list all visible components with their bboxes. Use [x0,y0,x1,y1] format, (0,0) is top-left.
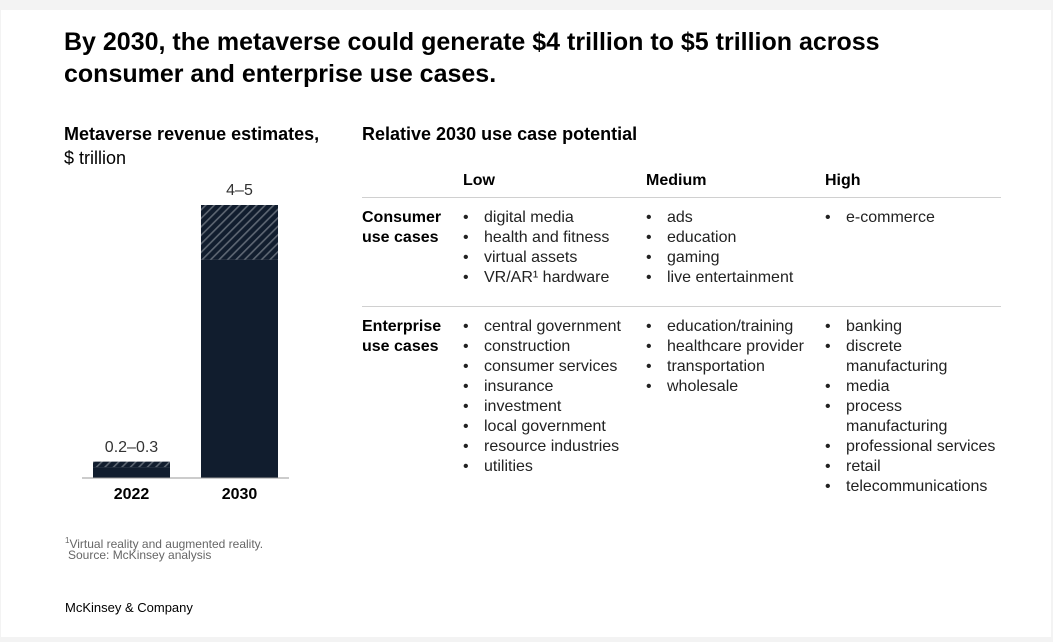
list-item: health and fitness [463,228,645,248]
value-label: 0.2–0.3 [105,439,158,456]
table-title: Relative 2030 use case potential [362,124,638,144]
chart-title: Metaverse revenue estimates, [64,124,320,144]
column-header: Low [463,172,495,189]
source: Source: McKinsey analysis [68,548,212,562]
list-item: education/training [646,317,828,337]
x-tick-label: 2022 [114,486,150,503]
column-header: Medium [646,172,707,189]
cell: adseducationgaminglive entertainment [646,208,828,288]
list-item: discrete manufacturing [825,337,1007,377]
chart-subtitle: $ trillion [64,148,127,168]
list-item: ads [646,208,828,228]
value-label: 4–5 [226,182,253,199]
list-item: education [646,228,828,248]
bar-base [93,467,170,478]
cell: digital mediahealth and fitnessvirtual a… [463,208,645,288]
footnote-text: Virtual reality and augmented reality. [69,537,264,551]
list-item: consumer services [463,357,645,377]
bar-range [93,461,170,468]
row-label: Enterprise use cases [362,318,442,355]
list-item: media [825,377,1007,397]
list-item: gaming [646,248,828,268]
brand: McKinsey & Company [65,600,193,615]
cell: bankingdiscrete manufacturingmediaproces… [825,317,1007,497]
row-label: Consumer use cases [362,209,442,246]
list-item: resource industries [463,437,645,457]
column-header: High [825,172,861,189]
cell: e-commerce [825,208,1007,228]
list-item: utilities [463,457,645,477]
list-item: local government [463,417,645,437]
list-item: professional services [825,437,1007,457]
list-item: telecommunications [825,477,1007,497]
list-item: e-commerce [825,208,1007,228]
bar-base [201,259,278,478]
divider [362,197,1001,198]
divider [362,306,1001,307]
list-item: central government [463,317,645,337]
list-item: healthcare provider [646,337,828,357]
list-item: digital media [463,208,645,228]
list-item: transportation [646,357,828,377]
exhibit: 0.2–0.3 2022 4–5 2030 By 2030, the metavers… [1,10,1051,637]
cell: central governmentconstructionconsumer s… [463,317,645,477]
list-item: VR/AR¹ hardware [463,268,645,288]
list-item: process manufacturing [825,397,1007,437]
footnote: 1Virtual reality and augmented reality. [65,533,263,552]
footnote-marker: 1 [65,536,70,545]
list-item: wholesale [646,377,828,397]
list-item: banking [825,317,1007,337]
chart: 0.2–0.3 2022 4–5 2030 [82,182,289,503]
list-item: construction [463,337,645,357]
cell: education/traininghealthcare providertra… [646,317,828,397]
x-tick-label: 2030 [222,486,258,503]
page-title: By 2030, the metaverse could generate $4… [64,28,880,88]
list-item: insurance [463,377,645,397]
list-item: live entertainment [646,268,828,288]
list-item: retail [825,457,1007,477]
list-item: virtual assets [463,248,645,268]
bar-range [201,205,278,260]
list-item: investment [463,397,645,417]
